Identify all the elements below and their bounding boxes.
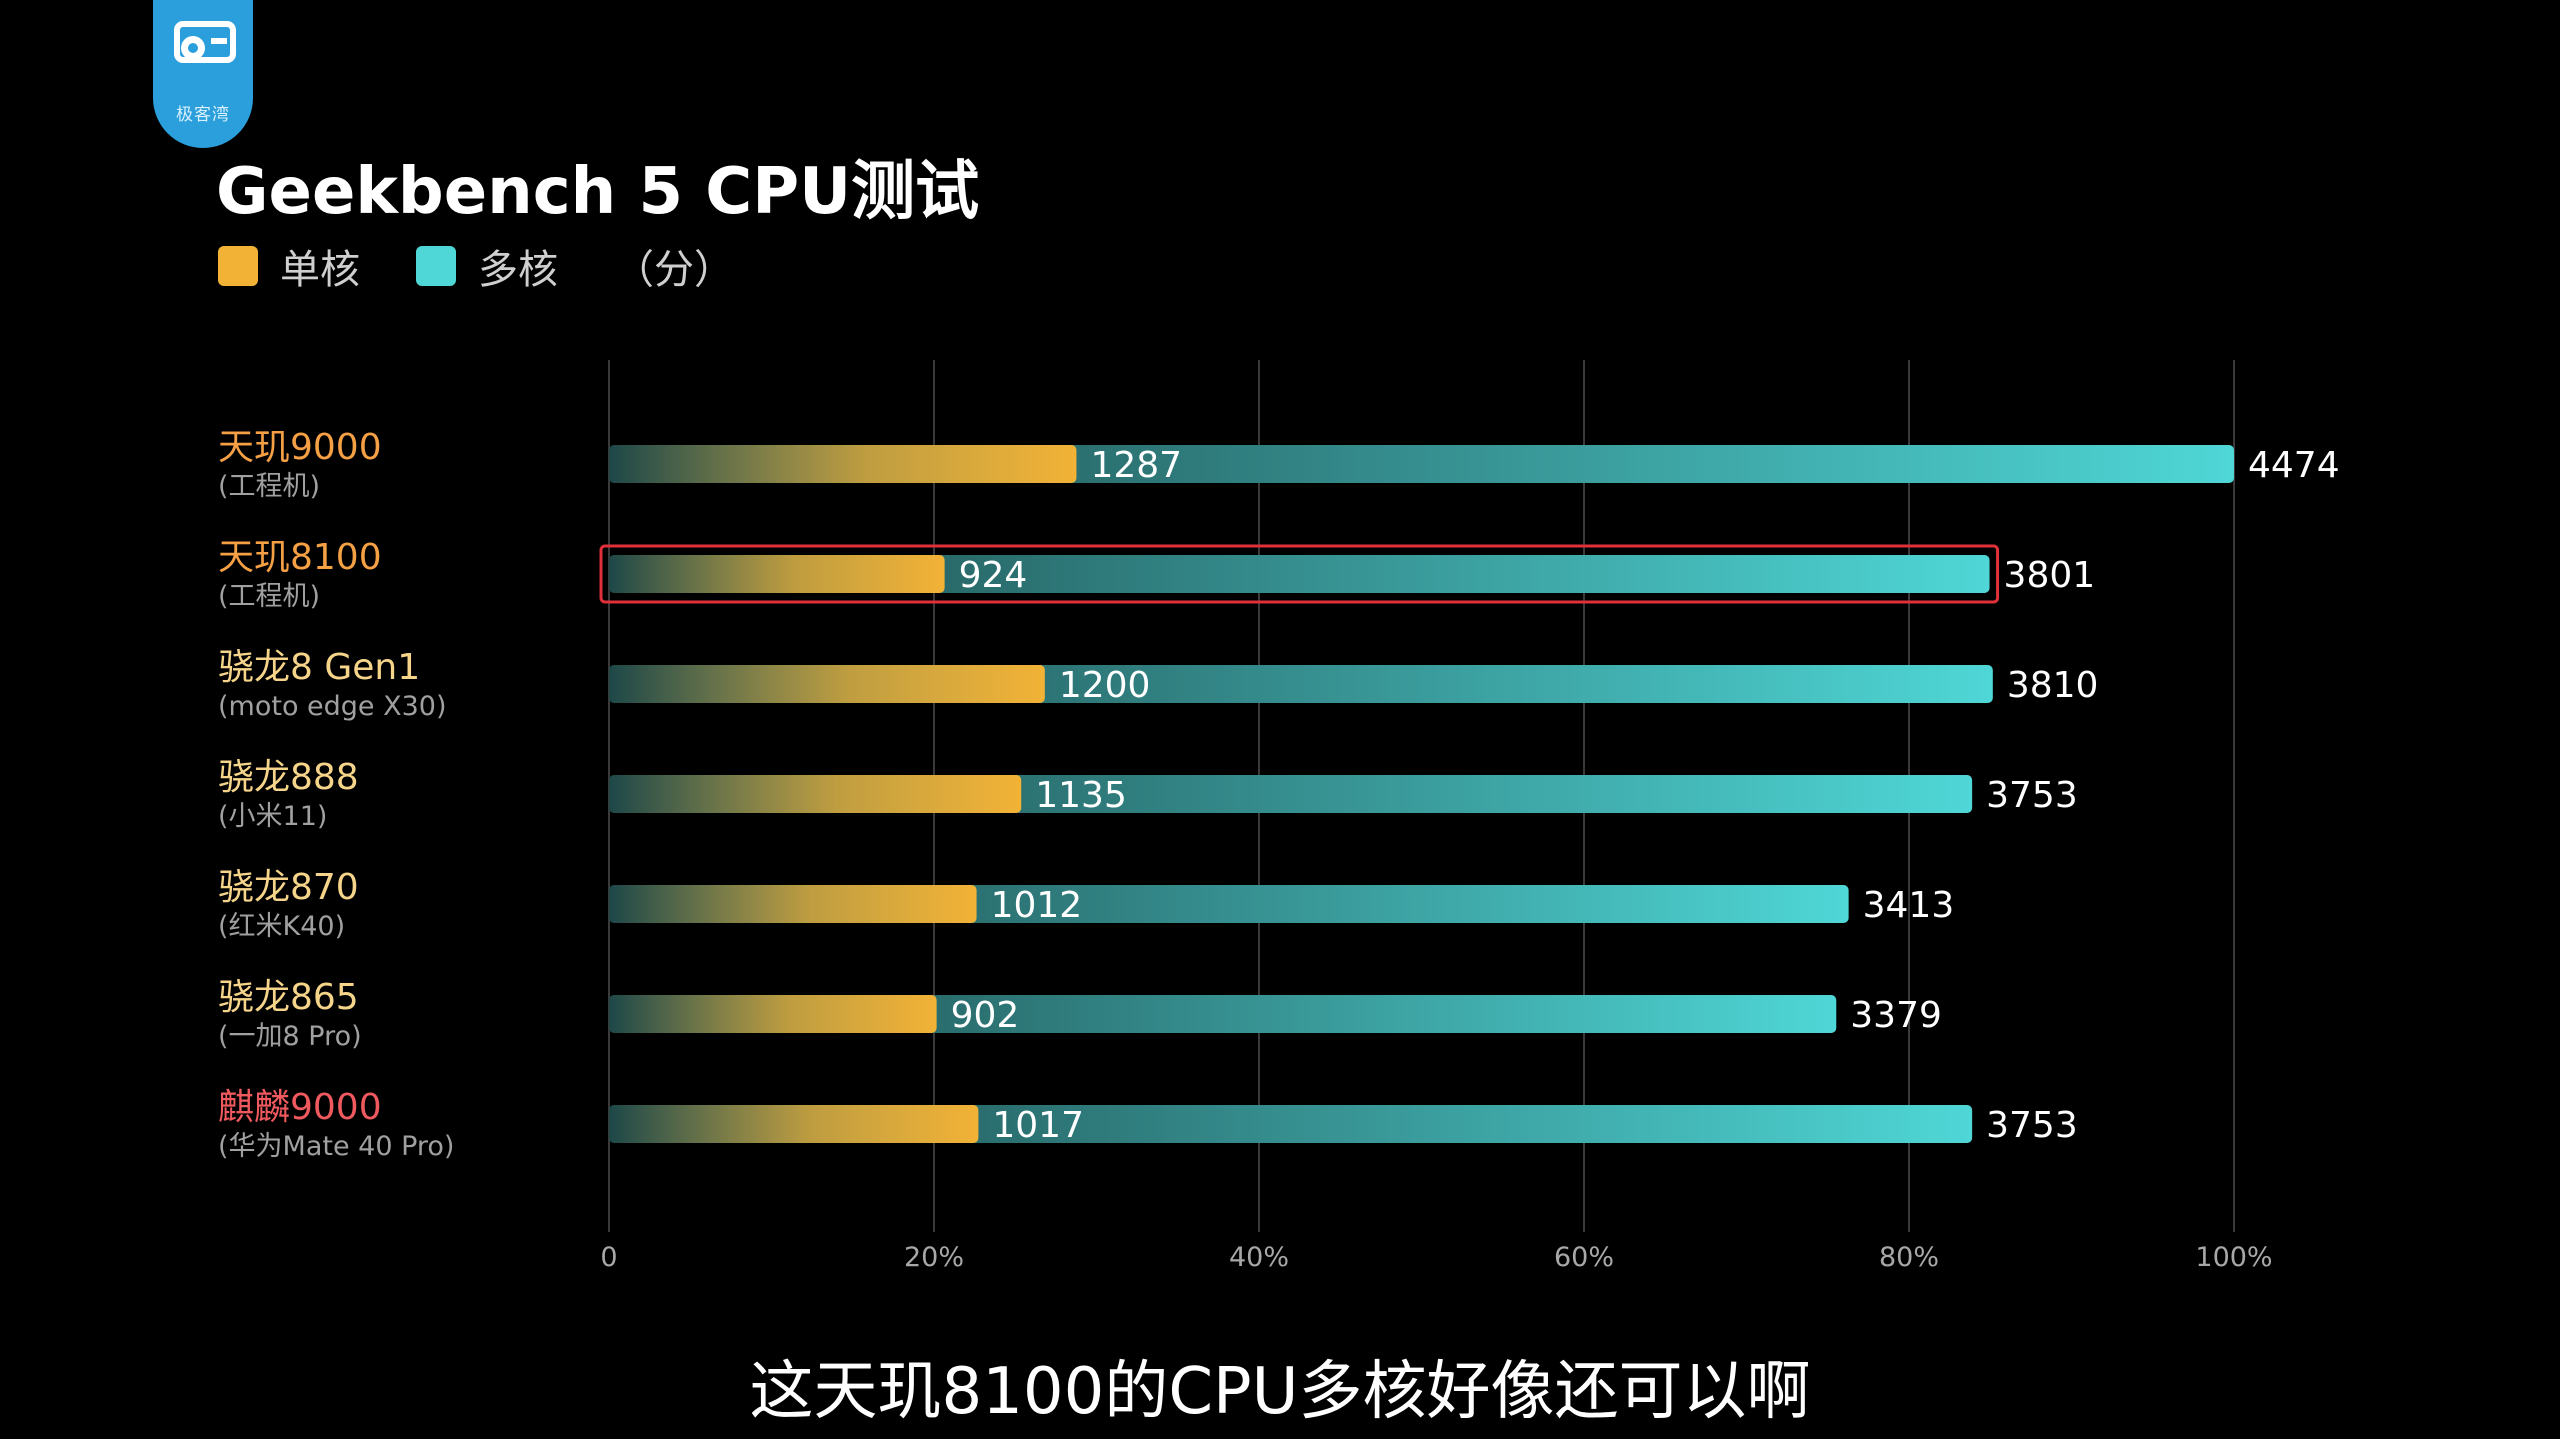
data-label-multi-core: 3810 (2007, 665, 2099, 706)
bar-multi-core (609, 555, 1990, 593)
category-sublabel: (工程机) (218, 471, 320, 502)
bar-single-core (609, 1105, 979, 1143)
category-sublabel: (华为Mate 40 Pro) (218, 1131, 454, 1162)
data-label-multi-core: 3753 (1986, 775, 2078, 816)
category-label: 骁龙888 (218, 757, 359, 798)
category-label: 骁龙870 (218, 867, 359, 908)
data-label-single-core: 1200 (1059, 665, 1151, 706)
x-tick-label: 20% (904, 1242, 964, 1273)
data-label-single-core: 1135 (1035, 775, 1127, 816)
legend-unit: （分） (614, 247, 734, 293)
category-sublabel: (小米11) (218, 801, 327, 832)
category-label: 天玑9000 (218, 427, 382, 468)
data-label-multi-core: 3801 (2004, 555, 2096, 596)
geek-wan-logo-icon (174, 21, 236, 63)
data-label-single-core: 1012 (991, 885, 1083, 926)
logo-text: 极客湾 (176, 105, 230, 125)
category-label: 麒麟9000 (218, 1087, 382, 1128)
bar-single-core (609, 555, 945, 593)
category-sublabel: (工程机) (218, 581, 320, 612)
x-tick-label: 100% (2195, 1242, 2272, 1273)
category-sublabel: (moto edge X30) (218, 691, 447, 722)
x-tick-label: 0 (600, 1242, 617, 1273)
category-label: 骁龙8 Gen1 (218, 647, 420, 688)
data-label-single-core: 1287 (1090, 445, 1182, 486)
data-label-multi-core: 3413 (1863, 885, 1955, 926)
category-label: 天玑8100 (218, 537, 382, 578)
category-sublabel: (红米K40) (218, 911, 345, 942)
legend-label-single-core: 单核 (280, 247, 360, 293)
chart-title: Geekbench 5 CPU测试 (216, 155, 980, 229)
legend-swatch-multi-core (416, 246, 456, 286)
data-label-single-core: 924 (959, 555, 1028, 596)
data-label-multi-core: 4474 (2248, 445, 2340, 486)
data-label-single-core: 1017 (992, 1105, 1084, 1146)
logo: 极客湾 (153, 0, 253, 148)
data-label-multi-core: 3379 (1850, 995, 1942, 1036)
x-tick-label: 60% (1554, 1242, 1614, 1273)
x-tick-label: 80% (1879, 1242, 1939, 1273)
x-tick-label: 40% (1229, 1242, 1289, 1273)
bar-single-core (609, 775, 1022, 813)
legend-label-multi-core: 多核 (478, 247, 558, 293)
legend-swatch-single-core (218, 246, 258, 286)
bar-single-core (609, 445, 1077, 483)
category-sublabel: (一加8 Pro) (218, 1021, 362, 1052)
bar-single-core (609, 995, 937, 1033)
subtitle-caption: 这天玑8100的CPU多核好像还可以啊 (749, 1355, 1811, 1429)
legend: 单核 多核 （分） (218, 236, 734, 296)
data-label-multi-core: 3753 (1986, 1105, 2078, 1146)
bar-single-core (609, 885, 977, 923)
data-label-single-core: 902 (951, 995, 1020, 1036)
category-label: 骁龙865 (218, 977, 359, 1018)
highlight-box (599, 544, 2000, 604)
bar-single-core (609, 665, 1045, 703)
